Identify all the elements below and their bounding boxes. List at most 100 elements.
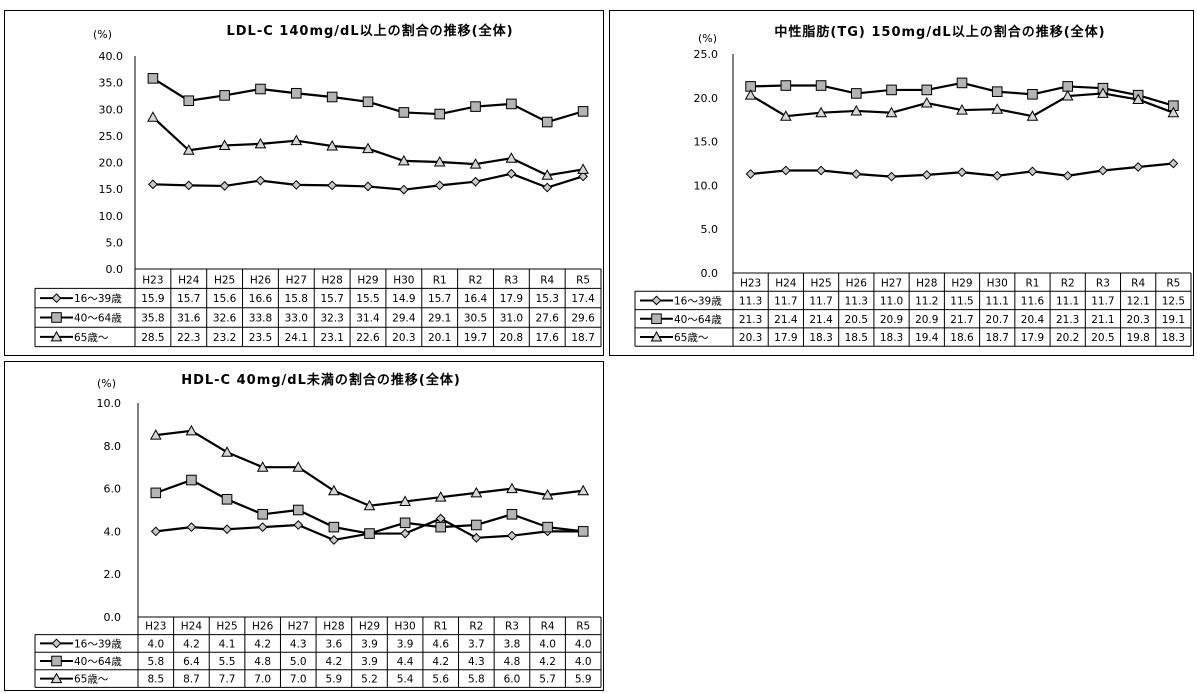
data-value: 5.7 [539, 674, 556, 686]
category-label: H28 [322, 274, 343, 286]
series-name: 65歳～ [74, 674, 109, 686]
data-point [505, 152, 518, 163]
data-value: 12.1 [1126, 295, 1149, 307]
data-point [362, 142, 374, 154]
data-point [780, 80, 792, 91]
data-point [183, 95, 195, 107]
data-point [992, 170, 1003, 181]
category-label: R3 [504, 274, 518, 286]
data-table: H23 H24 H25 H26 H27 H28 H29 H30 R1 R2 R3 R4 R5 16～39歳… [34, 616, 602, 688]
data-point [147, 73, 159, 84]
data-value: 3.7 [468, 638, 485, 650]
data-value: 11.7 [774, 295, 797, 307]
data-value: 5.6 [432, 674, 449, 686]
data-value: 4.1 [219, 638, 236, 650]
category-label: H23 [740, 277, 761, 289]
data-value: 18.5 [845, 332, 868, 344]
data-value: 35.8 [141, 313, 164, 325]
data-value: 20.7 [986, 314, 1009, 326]
y-tick-label: 10.0 [99, 210, 124, 223]
data-point [471, 532, 482, 543]
data-value: 4.3 [468, 656, 485, 668]
data-point [1062, 170, 1073, 181]
data-value: 4.2 [254, 638, 271, 650]
category-label: H28 [916, 277, 937, 289]
data-point [1168, 158, 1179, 169]
data-value: 18.7 [986, 332, 1009, 344]
data-value: 20.4 [1021, 314, 1045, 326]
category-label: H28 [323, 621, 344, 633]
category-label: R2 [469, 274, 483, 286]
data-value: 5.0 [290, 656, 307, 668]
data-point [920, 97, 933, 108]
data-value: 17.9 [1021, 332, 1044, 344]
data-point [256, 461, 269, 472]
data-point [255, 83, 266, 95]
data-value: 4.6 [432, 638, 449, 650]
y-tick-label: 15.0 [694, 136, 719, 149]
data-point [991, 103, 1004, 114]
data-value: 4.3 [290, 638, 307, 650]
category-label: H25 [216, 621, 237, 633]
data-point [254, 137, 267, 149]
series-name: 16～39歳 [674, 295, 722, 307]
y-tick-label: 30.0 [99, 103, 124, 116]
data-point [147, 111, 159, 122]
legend-marker [50, 672, 63, 684]
category-label: H26 [250, 274, 272, 286]
data-point [219, 90, 230, 101]
data-point [470, 486, 483, 498]
y-unit-label: (%) [93, 28, 112, 41]
chart-title: 中性脂肪(TG) 150mg/dL以上の割合の推移(全体) [774, 24, 1105, 40]
legend-marker [51, 655, 62, 667]
data-point [291, 179, 302, 190]
category-label: R1 [1025, 277, 1039, 289]
data-value: 31.6 [177, 313, 201, 325]
data-point [219, 181, 230, 191]
y-tick-label: 0.0 [106, 263, 124, 276]
y-tick-label: 25.0 [694, 48, 719, 61]
legend-marker [650, 331, 663, 342]
category-label: R3 [1096, 277, 1110, 289]
category-label: R2 [1061, 277, 1075, 289]
data-value: 18.3 [1162, 332, 1185, 344]
hdl-chart: HDL-C 40mg/dL未満の割合の推移(全体) (%) 0.0 2.0 4.0 6.0… [34, 372, 602, 688]
data-point [434, 180, 445, 191]
data-value: 8.5 [147, 674, 164, 686]
data-value: 20.5 [1091, 332, 1114, 344]
data-value: 20.3 [392, 332, 415, 344]
tg-chart: 中性脂肪(TG) 150mg/dL以上の割合の推移(全体) (%) 0.0 5.0 10… [634, 24, 1192, 347]
series-name: 40～64歳 [674, 314, 722, 326]
category-label: H29 [357, 274, 378, 286]
data-point [363, 181, 373, 192]
data-value: 30.5 [464, 313, 487, 325]
y-tick-label: 2.0 [104, 568, 122, 581]
data-point [435, 521, 447, 533]
data-value: 4.2 [326, 656, 343, 668]
data-value: 11.1 [986, 295, 1009, 307]
data-point [541, 488, 554, 500]
data-value: 21.4 [809, 314, 833, 326]
data-point [149, 429, 162, 440]
data-value: 15.6 [213, 293, 237, 305]
data-point [507, 530, 517, 541]
y-tick-label: 8.0 [104, 440, 122, 453]
data-value: 12.5 [1162, 295, 1185, 307]
data-table: H23 H24 H25 H26 H27 H28 H29 H30 R1 R2 R3 R4 R5 16～39歳… [34, 268, 602, 348]
data-point [150, 526, 161, 537]
data-point [398, 107, 410, 118]
data-value: 20.3 [1126, 314, 1149, 326]
data-point [956, 104, 968, 115]
data-point [470, 176, 481, 187]
data-value: 6.4 [183, 656, 200, 668]
data-value: 20.9 [915, 314, 938, 326]
data-point [222, 524, 232, 535]
data-point [577, 526, 589, 537]
legend-marker [51, 638, 62, 649]
y-tick-label: 6.0 [104, 483, 122, 496]
data-point [255, 175, 266, 186]
legend-marker [651, 313, 662, 325]
data-point [780, 165, 791, 176]
data-value: 3.6 [326, 638, 343, 650]
data-value: 16.6 [249, 293, 273, 305]
